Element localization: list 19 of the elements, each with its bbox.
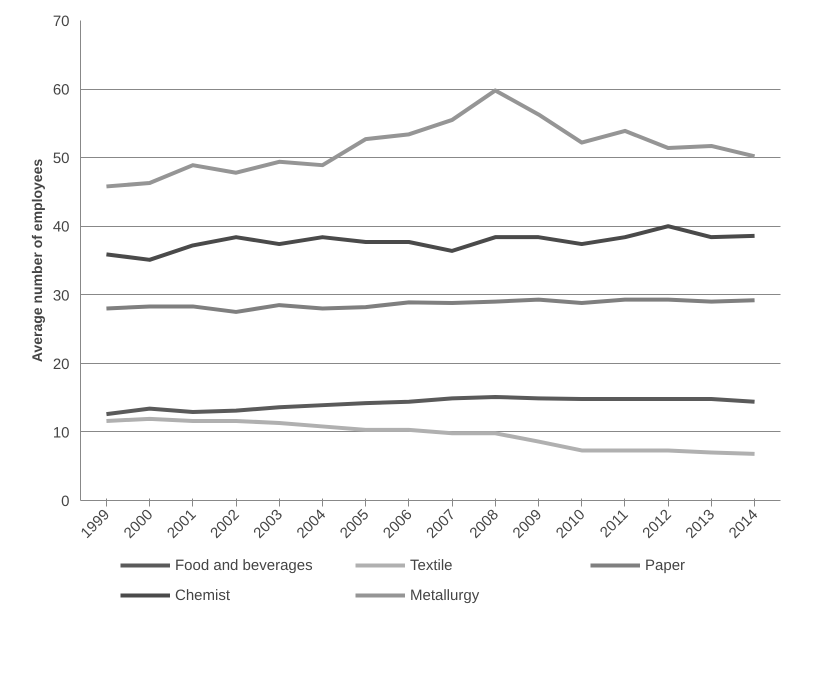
y-tick-label: 40 [52, 218, 70, 236]
legend-label: Textile [410, 556, 454, 574]
legend-label: Paper [645, 556, 686, 574]
legend-label: Chemist [175, 586, 232, 604]
legend-label: Metallurgy [410, 586, 480, 604]
y-tick-label: 20 [52, 356, 70, 373]
line-series [104, 394, 757, 416]
y-tick-label: 0 [61, 493, 70, 510]
y-tick-label: 10 [52, 424, 70, 442]
y-tick-label: 50 [52, 150, 70, 168]
y-tick-label: 30 [52, 287, 70, 304]
line-series [104, 416, 757, 456]
line-series [104, 298, 757, 314]
y-tick-label: 70 [52, 13, 70, 30]
legend-label: Food and beverages [175, 556, 314, 574]
y-axis-title: Average number of employees [28, 158, 45, 362]
line-series [104, 88, 757, 188]
y-tick-label: 60 [52, 82, 70, 99]
line-series [104, 224, 757, 262]
